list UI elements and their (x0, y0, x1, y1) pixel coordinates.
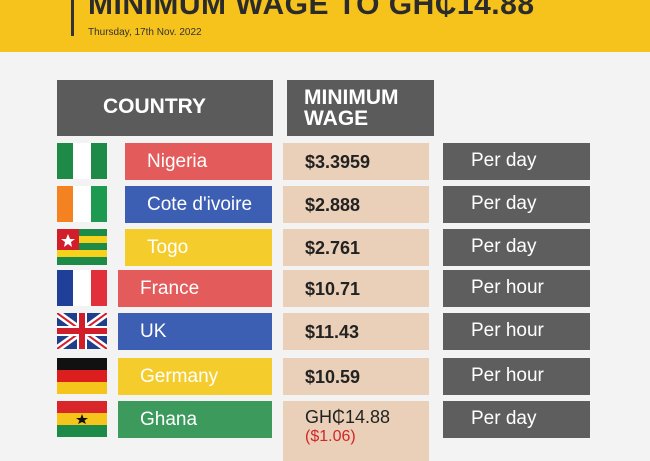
flag-icon (54, 310, 110, 352)
unit-cell: Per hour (443, 313, 590, 350)
flag (57, 186, 107, 222)
country-cell: Togo (125, 229, 272, 266)
wage-cell: $2.761 (283, 229, 429, 266)
wage-header: MINIMUM WAGE (287, 80, 434, 136)
unit-cell: Per day (443, 229, 590, 266)
flag-icon (57, 358, 107, 394)
unit-cell: Per hour (443, 270, 590, 307)
wage: $10.71 (305, 279, 361, 299)
flag (57, 229, 107, 265)
wage: GH₵14.88 (305, 407, 391, 427)
wage: $10.59 (305, 367, 361, 387)
wage: $11.43 (305, 322, 360, 342)
flag (57, 401, 107, 437)
wage-note: ($1.06) (305, 428, 356, 445)
wage: $3.3959 (305, 152, 371, 172)
country-cell: UK (118, 313, 272, 350)
country-cell: Ghana (118, 401, 272, 438)
wage-cell: $10.71 (283, 270, 429, 307)
flag (57, 143, 107, 179)
flag-icon (57, 143, 107, 179)
country-cell: France (118, 270, 272, 307)
title: MINIMUM WAGE TO GH₵14.88 (88, 0, 535, 21)
wage: $2.888 (305, 195, 361, 215)
header-band (0, 0, 650, 52)
flag (57, 270, 107, 306)
flag-icon (57, 229, 107, 265)
unit-cell: Per day (443, 143, 590, 180)
country-cell: Cote d'ivoire (125, 186, 272, 223)
unit-cell: Per day (443, 186, 590, 223)
country-header: COUNTRY (57, 80, 273, 136)
header-line (71, 0, 74, 36)
wage-cell: GH₵14.88 ($1.06) (283, 401, 429, 461)
wage: $2.761 (305, 238, 361, 258)
wage-cell: $10.59 (283, 358, 429, 395)
wage-cell: $11.43 (283, 313, 429, 350)
flag (54, 310, 110, 352)
date: Thursday, 17th Nov. 2022 (88, 27, 202, 38)
unit-cell: Per day (443, 401, 590, 438)
unit-cell: Per hour (443, 358, 590, 395)
wage-cell: $2.888 (283, 186, 429, 223)
flag-icon (57, 270, 107, 306)
wage-cell: $3.3959 (283, 143, 429, 180)
country-cell: Germany (118, 358, 272, 395)
flag-icon (57, 401, 107, 437)
flag-icon (57, 186, 107, 222)
country-cell: Nigeria (125, 143, 272, 180)
flag (57, 358, 107, 394)
